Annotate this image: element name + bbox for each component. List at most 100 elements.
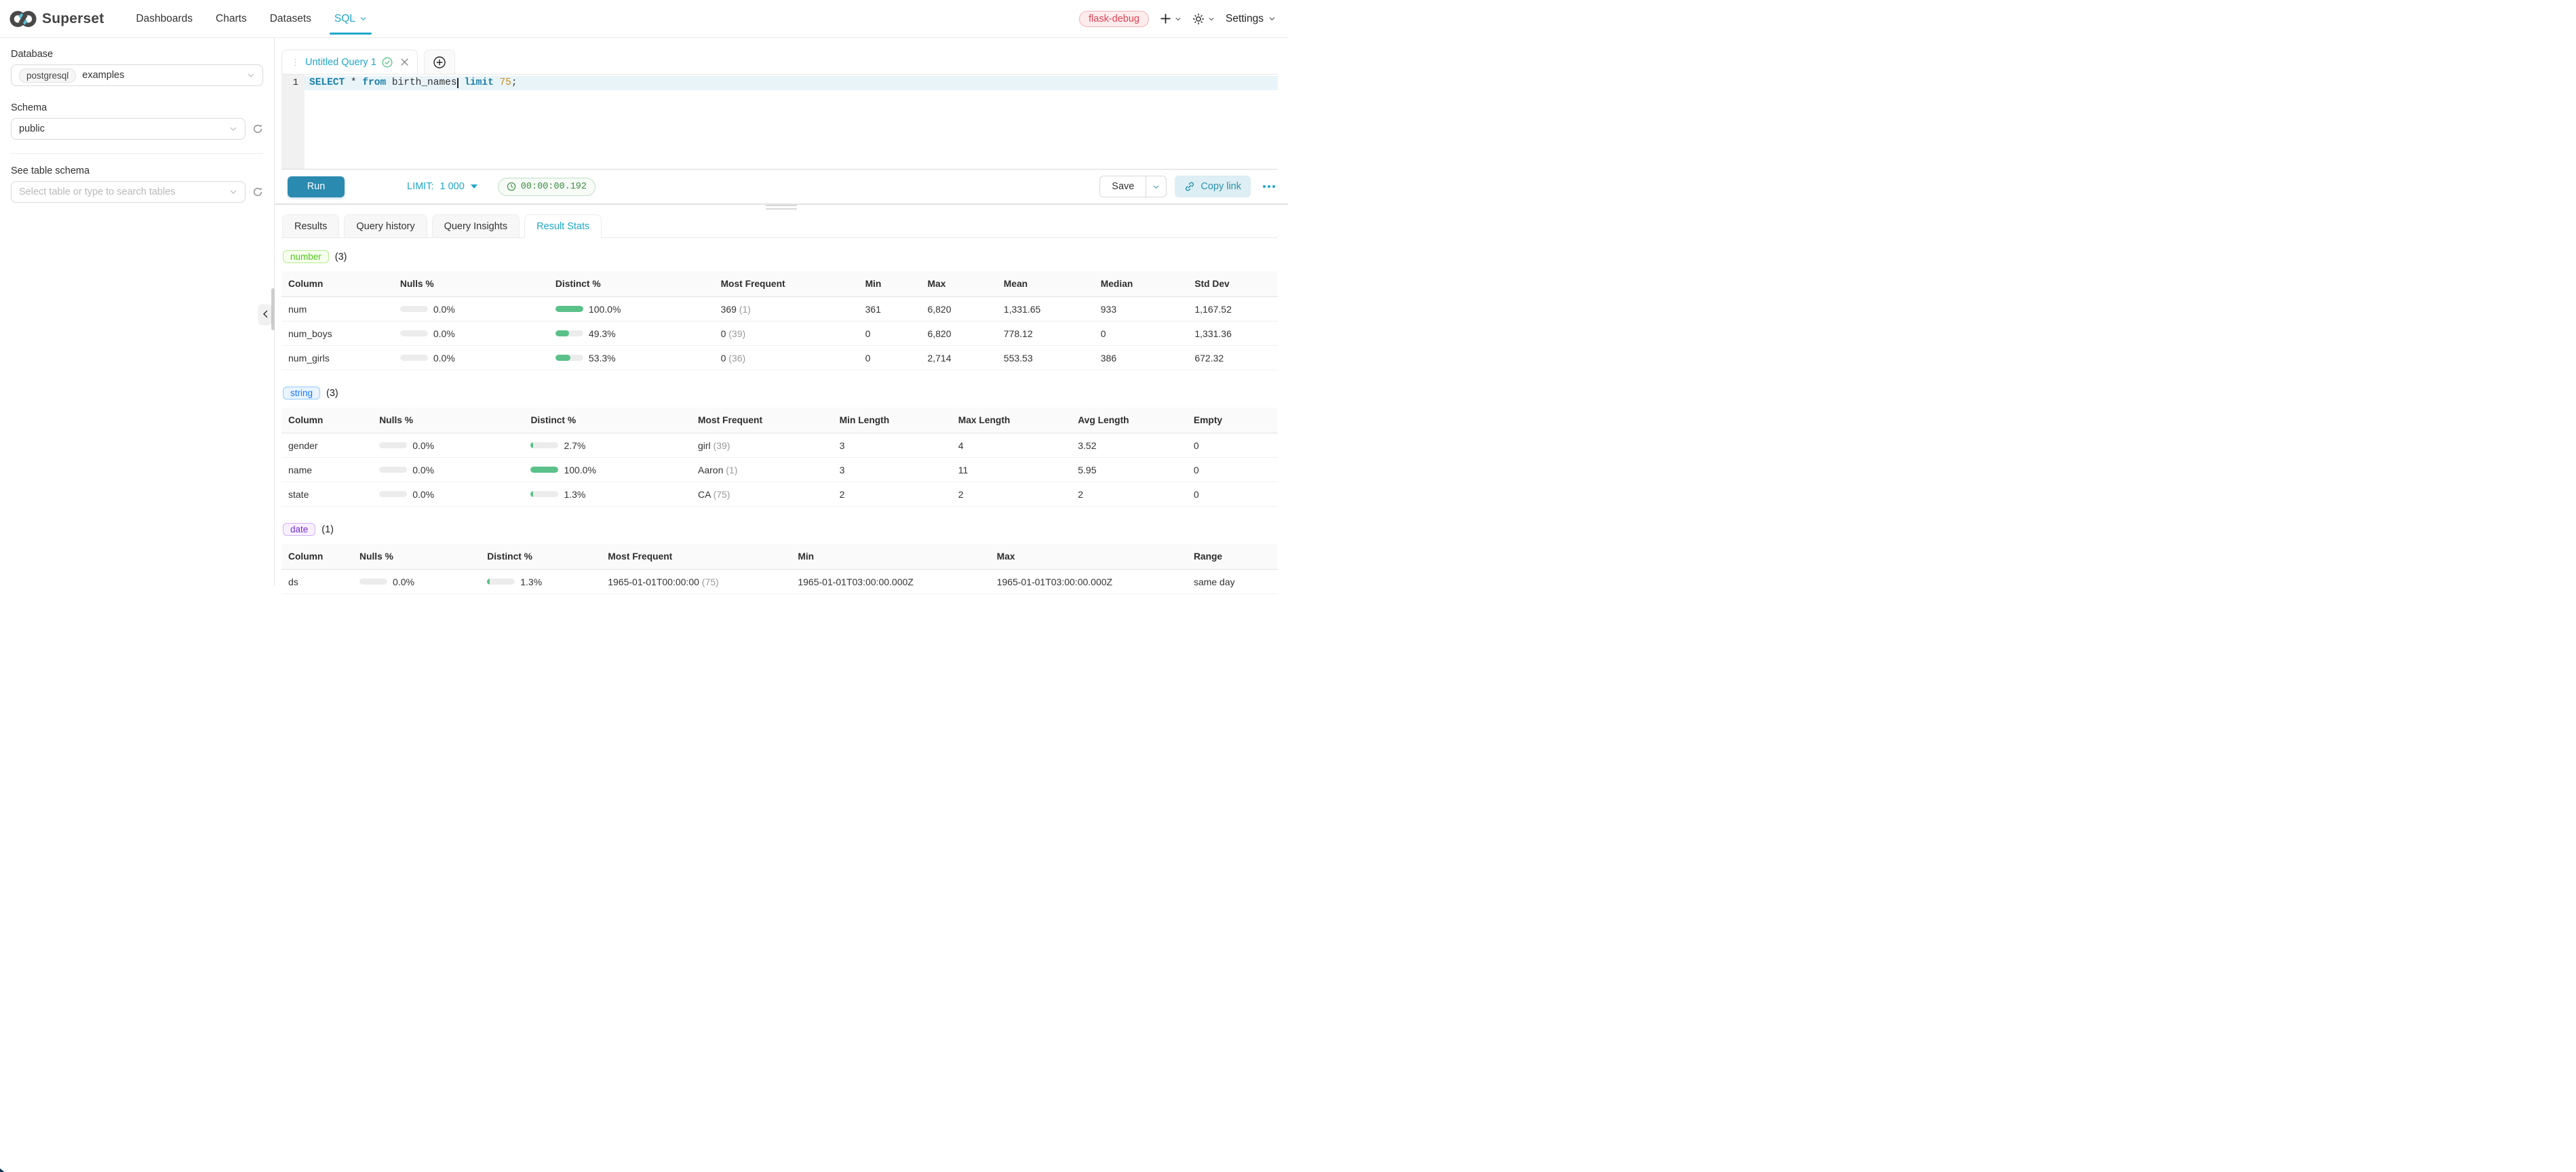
nav-item-charts[interactable]: Charts — [216, 12, 247, 24]
column-header: Min — [865, 279, 882, 289]
chevron-down-icon — [1209, 17, 1214, 20]
table-row: state 0.0% 1.3% CA (75) 2 2 2 0 — [281, 482, 1278, 507]
tab-query-history[interactable]: Query history — [344, 214, 427, 237]
percent-label: 0.0% — [412, 464, 435, 475]
sql-number: 75 — [493, 77, 511, 88]
sidebar-divider — [11, 153, 263, 154]
refresh-tables-button[interactable] — [252, 187, 263, 197]
percent-bar-track — [399, 355, 428, 361]
refresh-schemas-button[interactable] — [252, 123, 263, 134]
column-header: Mean — [1003, 279, 1028, 289]
nav-item-dashboards[interactable]: Dashboards — [136, 12, 193, 24]
stat-value-cell: 6,820 — [927, 303, 952, 315]
column-header: Column — [288, 415, 324, 425]
theme-menu[interactable] — [1192, 13, 1215, 25]
schema-select[interactable]: public — [11, 118, 246, 140]
most-frequent-cell: Aaron (1) — [698, 465, 840, 475]
stat-value-cell: 0 — [1193, 440, 1199, 451]
new-item-menu[interactable] — [1160, 13, 1182, 24]
column-name-cell: state — [288, 488, 309, 500]
new-query-tab-button[interactable] — [423, 50, 455, 74]
stat-value-cell: 0 — [865, 352, 871, 364]
distinct-cell: 1.3% — [530, 489, 698, 500]
table-row: num_boys 0.0% 49.3% 0 (39) 0 6,820 778.12 0 1,33… — [281, 321, 1278, 346]
stats-section-number: number (3) Column Nulls % Distinct % Most Fre… — [281, 250, 1278, 370]
sqllab-left-panel: Database postgresql examples Schema publ… — [0, 38, 275, 586]
column-count: (3) — [326, 387, 338, 399]
superset-logo[interactable]: Superset — [9, 9, 104, 28]
resize-grip-handle[interactable] — [766, 205, 797, 212]
sql-editor[interactable]: 1 SELECT * from birth_names limit 75; — [281, 74, 1278, 170]
percent-bar-cell: 100.0% — [530, 465, 692, 475]
save-button[interactable]: Save — [1112, 181, 1135, 192]
collapse-sidebar-button[interactable] — [259, 305, 271, 324]
tab-results[interactable]: Results — [282, 214, 340, 237]
tab-query-insights[interactable]: Query Insights — [431, 214, 520, 237]
percent-bar-track — [530, 491, 559, 497]
more-options-button[interactable] — [1262, 182, 1276, 191]
nav-item-datasets[interactable]: Datasets — [269, 12, 311, 24]
distinct-cell: 100.0% — [555, 304, 721, 315]
percent-bar-cell: 100.0% — [555, 304, 716, 315]
most-frequent-value: 0 — [720, 328, 726, 339]
percent-bar-track — [487, 579, 515, 585]
results-tab-bar: Results Query history Query Insights Res… — [281, 214, 1278, 238]
run-query-button[interactable]: Run — [288, 176, 345, 197]
limit-dropdown[interactable]: LIMIT: 1 000 — [407, 181, 477, 192]
text-cursor — [456, 78, 458, 88]
percent-bar-cell: 0.0% — [379, 489, 525, 500]
distinct-cell: 1.3% — [487, 577, 608, 587]
panel-scrollbar[interactable] — [271, 288, 275, 330]
column-name-cell: num_girls — [288, 352, 330, 364]
settings-menu[interactable]: Settings — [1226, 13, 1276, 25]
percent-bar-fill — [530, 491, 534, 497]
caret-down-icon — [470, 184, 477, 189]
nav-item-sql[interactable]: SQL — [323, 0, 378, 38]
most-frequent-cell: 0 (36) — [721, 353, 865, 364]
percent-bar-fill — [530, 442, 534, 448]
column-name-cell: gender — [288, 440, 318, 451]
column-count: (1) — [321, 524, 334, 535]
chevron-down-icon — [230, 190, 237, 194]
stat-value-cell: 0 — [1193, 464, 1199, 475]
copy-link-button[interactable]: Copy link — [1175, 176, 1251, 197]
most-frequent-cell: girl (39) — [698, 440, 840, 451]
schema-select-value: public — [19, 123, 45, 134]
stat-value-cell: 2,714 — [927, 352, 952, 364]
most-frequent-cell: CA (75) — [698, 489, 840, 500]
stat-value-cell: 2 — [958, 488, 964, 500]
stat-value-cell: 672.32 — [1194, 352, 1224, 364]
close-tab-button[interactable] — [401, 58, 408, 66]
column-header: Median — [1100, 279, 1133, 289]
database-select-value: examples — [82, 70, 125, 81]
percent-bar-track — [555, 330, 583, 336]
chevron-down-icon — [230, 127, 237, 131]
type-badge: number — [283, 250, 329, 263]
editor-code-area[interactable]: SELECT * from birth_names limit 75; — [305, 75, 1278, 169]
stats-section-string: string (3) Column Nulls % Distinct % Most Fre… — [281, 387, 1278, 507]
percent-bar-track — [530, 467, 559, 473]
stat-value-cell: 553.53 — [1003, 352, 1033, 364]
table-row: gender 0.0% 2.7% girl (39) 3 4 3.52 0 — [281, 433, 1278, 458]
stats-table: Column Nulls % Distinct % Most Frequent Min … — [281, 408, 1278, 507]
result-stats-content: number (3) Column Nulls % Distinct % Most Fre… — [281, 238, 1278, 594]
drag-handle-icon[interactable]: ⋮ — [291, 56, 300, 67]
save-options-button[interactable] — [1146, 176, 1166, 197]
column-header: Max — [927, 279, 946, 289]
query-tab[interactable]: ⋮ Untitled Query 1 — [281, 50, 418, 74]
most-frequent-value: 369 — [720, 303, 737, 315]
table-schema-label: See table schema — [11, 165, 90, 176]
column-count: (3) — [334, 251, 347, 262]
database-select[interactable]: postgresql examples — [11, 64, 263, 86]
percent-label: 100.0% — [588, 303, 621, 315]
table-header-row: Column Nulls % Distinct % Most Frequent Min M… — [281, 544, 1278, 570]
tab-result-stats[interactable]: Result Stats — [524, 214, 602, 238]
mouse-cursor — [0, 1168, 5, 1172]
table-select[interactable]: Select table or type to search tables — [11, 181, 246, 203]
distinct-cell: 2.7% — [530, 440, 698, 451]
sun-icon — [1192, 13, 1205, 24]
column-header: Nulls % — [379, 415, 414, 425]
environment-badge: flask-debug — [1079, 10, 1149, 27]
table-select-placeholder: Select table or type to search tables — [19, 187, 176, 197]
percent-bar-track — [379, 491, 408, 497]
